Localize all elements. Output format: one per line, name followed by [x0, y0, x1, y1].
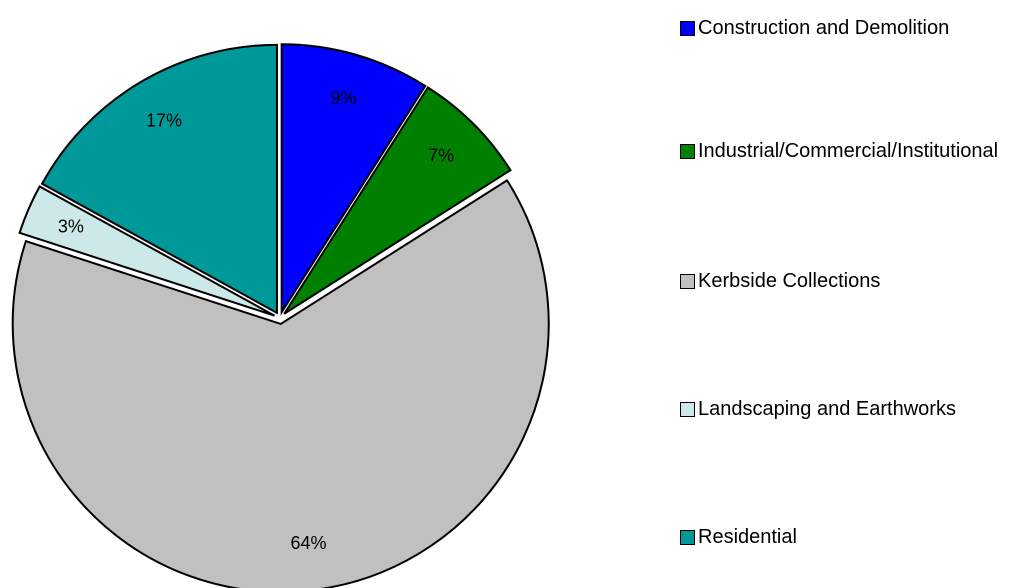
pie-slice — [18, 185, 275, 317]
data-label: 7% — [428, 146, 454, 166]
data-label: 64% — [291, 533, 327, 553]
pie-slice — [283, 86, 512, 315]
legend-swatch — [680, 274, 695, 289]
legend-swatch — [680, 21, 695, 36]
pie-slice — [40, 43, 278, 315]
legend-item: Industrial/Commercial/Institutional — [680, 138, 1005, 164]
legend-item: Landscaping and Earthworks — [680, 396, 1005, 422]
legend: Construction and Demolition Industrial/Co… — [680, 0, 1010, 588]
pie-area: 9% 7% 64% 3% 17% — [11, 43, 550, 588]
pie-slice — [280, 43, 427, 316]
legend-label: Kerbside Collections — [698, 270, 881, 292]
data-label: 9% — [331, 88, 357, 108]
data-label: 17% — [146, 111, 182, 131]
legend-item: Construction and Demolition — [680, 15, 1005, 41]
legend-item: Kerbside Collections — [680, 268, 1005, 294]
legend-item: Residential — [680, 524, 1005, 550]
legend-label: Residential — [698, 526, 797, 548]
legend-swatch — [680, 144, 695, 159]
legend-swatch — [680, 530, 695, 545]
data-label: 3% — [58, 216, 84, 236]
pie-slice — [11, 178, 550, 588]
legend-label: Industrial/Commercial/Institutional — [698, 140, 999, 162]
legend-swatch — [680, 402, 695, 417]
legend-label: Landscaping and Earthworks — [698, 398, 956, 420]
legend-label: Construction and Demolition — [698, 17, 950, 39]
